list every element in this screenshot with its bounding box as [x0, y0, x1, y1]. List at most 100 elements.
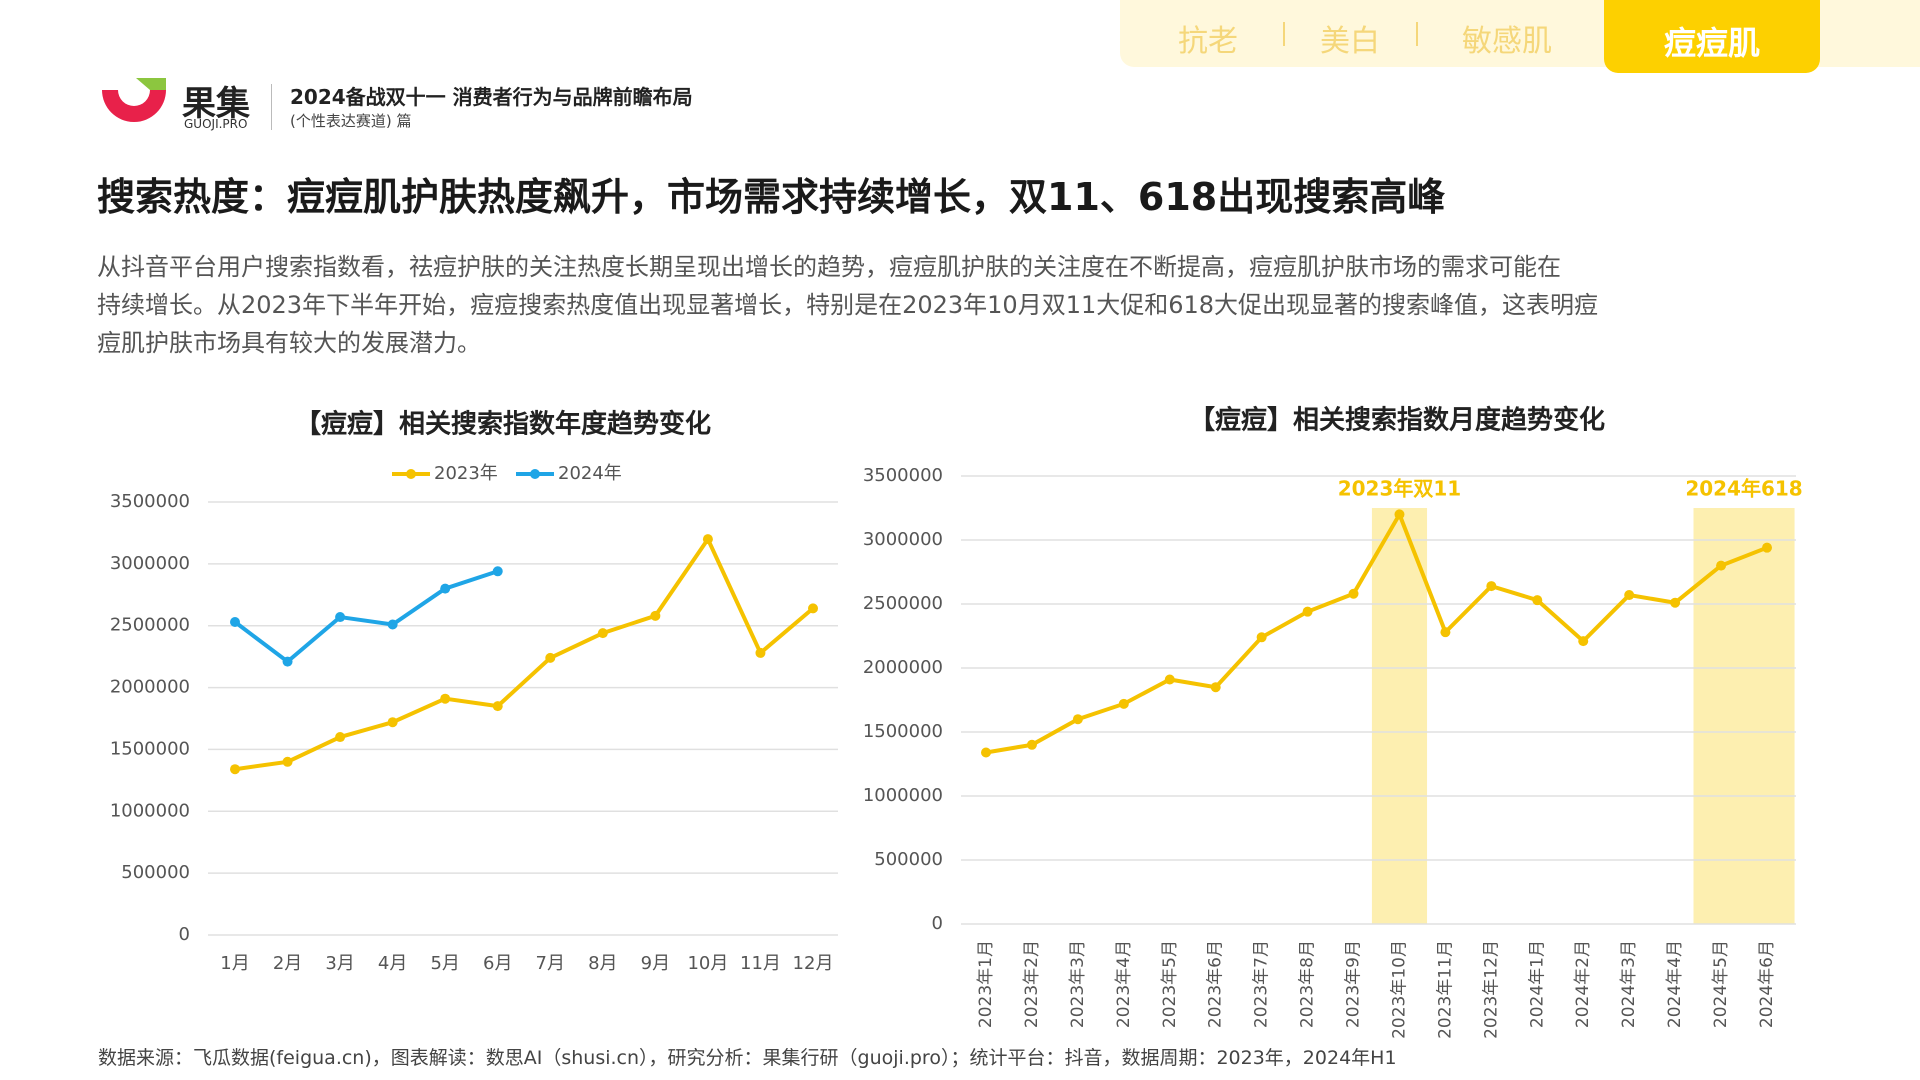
data-point: [1210, 682, 1221, 693]
y-tick-label: 1000000: [110, 800, 190, 821]
x-tick-label: 2023年3月: [1068, 940, 1088, 1028]
x-tick-label: 2023年7月: [1252, 940, 1272, 1028]
y-tick-label: 1000000: [863, 785, 943, 806]
data-point: [1440, 627, 1451, 638]
tab[interactable]: 美白: [1320, 24, 1380, 59]
y-tick-label: 500000: [121, 862, 190, 883]
x-tick-label: 4月: [378, 953, 407, 974]
source: 数据来源：飞瓜数据(feigua.cn)，图表解读：数思AI（shusi.cn）…: [98, 1047, 1397, 1069]
x-tick-label: 8月: [588, 953, 617, 974]
data-point: [808, 603, 818, 614]
y-tick-label: 2000000: [863, 657, 943, 678]
x-tick-label: 2023年11月: [1435, 940, 1455, 1039]
data-point: [230, 617, 240, 628]
x-tick-label: 12月: [793, 953, 834, 974]
y-tick-label: 3500000: [110, 491, 190, 512]
x-tick-label: 3月: [325, 953, 354, 974]
data-point: [1532, 595, 1543, 606]
report-name: 2024备战双十一 消费者行为与品牌前瞻布局: [290, 85, 693, 109]
x-tick-label: 9月: [641, 953, 670, 974]
data-point: [1348, 588, 1359, 599]
x-tick-label: 11月: [740, 953, 781, 974]
data-point: [440, 583, 451, 594]
x-tick-label: 5月: [430, 953, 459, 974]
series-line: [234, 535, 815, 772]
data-point: [282, 656, 293, 667]
data-point: [1118, 698, 1129, 709]
data-point: [335, 612, 346, 623]
data-point: [1762, 542, 1772, 553]
y-tick-label: 0: [179, 924, 190, 945]
brand: 果集: [182, 84, 250, 124]
y-tick-label: 3000000: [863, 529, 943, 550]
chart-title: 【痘痘】相关搜索指数月度趋势变化: [1189, 405, 1605, 436]
data-point: [387, 619, 398, 630]
legend-label: 2024年: [558, 463, 622, 484]
x-tick-label: 2月: [273, 953, 302, 974]
y-tick-label: 2000000: [110, 677, 190, 698]
data-point: [492, 566, 503, 577]
y-tick-label: 0: [932, 913, 943, 934]
data-point: [1256, 632, 1267, 643]
y-tick-label: 2500000: [110, 615, 190, 636]
page-title: 搜索热度：痘痘肌护肤热度飙升，市场需求持续增长，双11、618出现搜索高峰: [97, 175, 1446, 219]
data-point: [282, 756, 293, 767]
y-tick-label: 3500000: [863, 465, 943, 486]
highlight-label: 2023年双11: [1338, 477, 1462, 501]
paragraph: 从抖音平台用户搜索指数看，祛痘护肤的关注热度长期呈现出增长的趋势，痘痘肌护肤的关…: [97, 248, 1598, 362]
data-point: [702, 534, 713, 545]
paragraph-line: 痘肌护肤市场具有较大的发展潜力。: [97, 329, 481, 357]
x-tick-label: 2023年1月: [976, 940, 996, 1028]
x-tick-label: 10月: [687, 953, 728, 974]
x-tick-label: 2023年6月: [1206, 940, 1226, 1028]
tab-active[interactable]: [1604, 0, 1820, 73]
data-point: [1578, 636, 1589, 647]
x-tick-label: 2024年5月: [1711, 940, 1731, 1028]
y-tick-label: 500000: [874, 849, 943, 870]
chart-title: 【痘痘】相关搜索指数年度趋势变化: [295, 409, 711, 440]
data-point: [1624, 590, 1635, 601]
data-point: [230, 764, 240, 775]
y-tick-label: 1500000: [110, 738, 190, 759]
legend-dot: [530, 469, 540, 479]
x-tick-label: 2023年9月: [1344, 940, 1364, 1028]
track: (个性表达赛道) 篇: [290, 112, 412, 130]
tab[interactable]: 敏感肌: [1462, 24, 1552, 59]
series-line: [233, 569, 499, 665]
data-point: [1486, 581, 1497, 592]
series-line: [985, 509, 1768, 755]
x-tick-label: 2023年12月: [1481, 940, 1501, 1039]
highlight-band: [1693, 508, 1795, 924]
brand-sub: GUOJI.PRO: [184, 117, 248, 131]
x-tick-label: 7月: [536, 953, 565, 974]
tab-separator: [1283, 22, 1285, 46]
x-tick-label: 2024年3月: [1619, 940, 1639, 1028]
data-point: [1670, 597, 1681, 608]
x-tick-label: 1月: [220, 953, 249, 974]
legend-label: 2023年: [434, 463, 498, 484]
x-tick-label: 6月: [483, 953, 512, 974]
x-tick-label: 2023年5月: [1160, 940, 1180, 1028]
tab-separator: [1416, 22, 1418, 46]
data-point: [387, 717, 398, 728]
data-point: [335, 732, 346, 743]
x-tick-label: 2024年6月: [1757, 940, 1777, 1028]
x-tick-label: 2024年1月: [1527, 940, 1547, 1028]
x-tick-label: 2023年10月: [1389, 940, 1409, 1039]
data-point: [492, 701, 503, 712]
highlight-band: [1371, 508, 1428, 924]
highlight-label: 2024年618: [1685, 477, 1802, 501]
x-tick-label: 2023年8月: [1298, 940, 1318, 1028]
data-point: [1164, 674, 1175, 685]
paragraph-line: 持续增长。从2023年下半年开始，痘痘搜索热度值出现显著增长，特别是在2023年…: [97, 291, 1599, 319]
tab[interactable]: 痘痘肌: [1663, 24, 1760, 62]
tab[interactable]: 抗老: [1178, 24, 1238, 59]
logo: [102, 78, 166, 122]
monthly-chart: 【痘痘】相关搜索指数月度趋势变化 2023年双11 2024年618 0 500000 1…: [863, 405, 1803, 1039]
paragraph-line: 从抖音平台用户搜索指数看，祛痘护肤的关注热度长期呈现出增长的趋势，痘痘肌护肤的关…: [97, 253, 1561, 281]
data-point: [755, 647, 766, 658]
data-point: [1716, 560, 1727, 571]
data-point: [597, 628, 608, 639]
x-tick-label: 2024年4月: [1665, 940, 1685, 1028]
